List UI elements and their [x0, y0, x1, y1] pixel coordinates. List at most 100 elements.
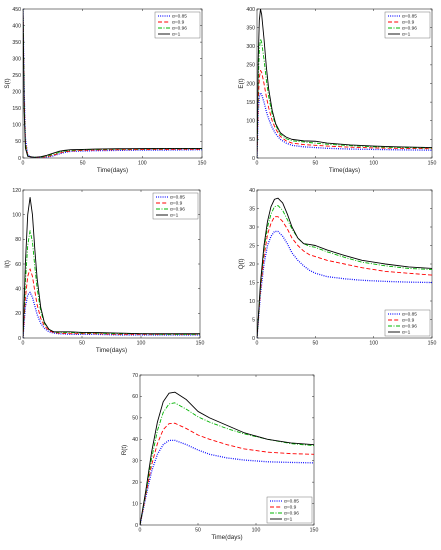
- legend-label-0-85: α=0.85: [402, 14, 417, 20]
- series-line-1: [23, 196, 200, 338]
- series-line-0-96: [140, 402, 314, 525]
- legend-label-0-85: α=0.85: [172, 14, 187, 20]
- series-line-1: [257, 197, 432, 338]
- y-tick-label: 20: [15, 311, 21, 317]
- x-tick-label: 50: [80, 161, 86, 167]
- y-tick-label: 100: [12, 123, 21, 129]
- y-tick-label: 0: [252, 156, 255, 162]
- legend-label-1: α=1: [402, 32, 411, 38]
- series-line-0-9: [140, 422, 314, 525]
- series-line-0-9: [257, 70, 432, 158]
- y-tick-label: 10: [132, 501, 138, 507]
- legend-label-1: α=1: [170, 213, 179, 219]
- legend-label-1: α=1: [172, 32, 181, 38]
- y-tick-label: 20: [132, 480, 138, 486]
- x-tick-label: 50: [195, 528, 201, 534]
- x-tick-label: 100: [138, 161, 147, 167]
- legend-label-1: α=1: [402, 330, 411, 336]
- y-tick-label: 70: [132, 373, 138, 379]
- y-tick-label: 100: [12, 212, 21, 218]
- legend-label-0-85: α=0.85: [402, 312, 417, 318]
- y-tick-label: 0: [18, 336, 21, 342]
- x-tick-label: 150: [196, 341, 205, 347]
- legend-label-0-9: α=0.9: [402, 20, 415, 26]
- chart-panel-r: 0 50 100 150 0 10 20 30 40 50 60 70 Time(days) R(t) α=…: [121, 373, 318, 541]
- y-tick-label: 400: [12, 23, 21, 29]
- y-tick-label: 250: [12, 73, 21, 79]
- x-tick-label: 100: [369, 161, 378, 167]
- y-tick-label: 450: [12, 7, 21, 13]
- y-tick-label: 350: [246, 25, 255, 31]
- y-tick-label: 40: [132, 437, 138, 443]
- chart-panel-e: 0 50 100 150 0 50 100 150 200 250 300 350 400 Time(da…: [238, 7, 436, 174]
- series-line-0-85: [257, 92, 432, 158]
- x-tick-label: 50: [79, 341, 85, 347]
- x-tick-label: 50: [312, 341, 318, 347]
- legend-label-0-9: α=0.9: [284, 505, 297, 511]
- legend-label-0-96: α=0.96: [170, 207, 185, 213]
- series-line-0-85: [140, 439, 314, 525]
- y-tick-label: 250: [246, 63, 255, 69]
- series-line-0-85: [257, 230, 432, 338]
- legend-label-0-9: α=0.9: [170, 201, 183, 207]
- series-line-1: [257, 9, 432, 158]
- y-tick-label: 300: [12, 56, 21, 62]
- legend-label-0-85: α=0.85: [170, 195, 185, 201]
- y-axis-title: E(t): [238, 78, 245, 88]
- legend-label-0-96: α=0.96: [284, 511, 299, 517]
- chart-panel-q: 0 50 100 1500510152025303540Q(t)α=0.85α=0.9…: [238, 188, 436, 347]
- y-axis-title: S(t): [4, 78, 11, 88]
- y-tick-label: 200: [246, 81, 255, 87]
- y-tick-label: 30: [249, 225, 255, 231]
- y-tick-label: 25: [249, 243, 255, 249]
- y-tick-label: 0: [18, 156, 21, 162]
- y-tick-label: 10: [249, 299, 255, 305]
- y-tick-label: 50: [15, 139, 21, 145]
- legend-label-0-96: α=0.96: [172, 26, 187, 32]
- x-tick-label: 150: [428, 161, 437, 167]
- y-tick-label: 100: [246, 119, 255, 125]
- x-tick-label: 0: [256, 341, 259, 347]
- x-axis-title: Time(days): [97, 167, 128, 174]
- legend-label-0-96: α=0.96: [402, 26, 417, 32]
- x-axis-title: Time(days): [211, 534, 242, 541]
- y-tick-label: 20: [249, 262, 255, 268]
- legend-label-0-9: α=0.9: [402, 318, 415, 324]
- y-tick-label: 30: [132, 459, 138, 465]
- legend-label-0-85: α=0.85: [284, 499, 299, 505]
- x-axis-title: Time(days): [96, 347, 127, 354]
- x-tick-label: 0: [139, 528, 142, 534]
- legend-label-0-96: α=0.96: [402, 324, 417, 330]
- legend-label-0-9: α=0.9: [172, 20, 185, 26]
- y-tick-label: 120: [12, 188, 21, 194]
- y-tick-label: 15: [249, 280, 255, 286]
- y-tick-label: 50: [249, 137, 255, 143]
- chart-panel-s: 0 50 100 150 0 50 100 150 200 250 300 350 400 450 Time…: [4, 7, 206, 174]
- y-tick-label: 60: [132, 394, 138, 400]
- series-line-0-9: [257, 216, 432, 338]
- series-line-1: [23, 9, 202, 158]
- y-axis-title: R(t): [121, 445, 128, 456]
- y-tick-label: 50: [132, 416, 138, 422]
- y-tick-label: 0: [135, 523, 138, 529]
- x-tick-label: 150: [310, 528, 319, 534]
- chart-panel-i: 0 50 100 150 0 20 40 60 80 100 120 Time(days) I(t) α=…: [4, 188, 204, 354]
- x-tick-label: 150: [428, 341, 437, 347]
- series-line-0-85: [23, 291, 200, 338]
- y-axis-title: I(t): [4, 260, 11, 268]
- series-line-0-96: [257, 38, 432, 158]
- x-tick-label: 0: [256, 161, 259, 167]
- x-tick-label: 150: [198, 161, 207, 167]
- y-tick-label: 40: [249, 188, 255, 194]
- y-tick-label: 60: [15, 262, 21, 268]
- y-tick-label: 200: [12, 90, 21, 96]
- y-tick-label: 350: [12, 40, 21, 46]
- y-tick-label: 400: [246, 7, 255, 13]
- x-tick-label: 100: [252, 528, 261, 534]
- legend-label-1: α=1: [284, 517, 293, 523]
- y-axis-title: Q(t): [238, 259, 245, 270]
- y-tick-label: 300: [246, 44, 255, 50]
- x-tick-label: 50: [312, 161, 318, 167]
- series-line-0-9: [23, 268, 200, 338]
